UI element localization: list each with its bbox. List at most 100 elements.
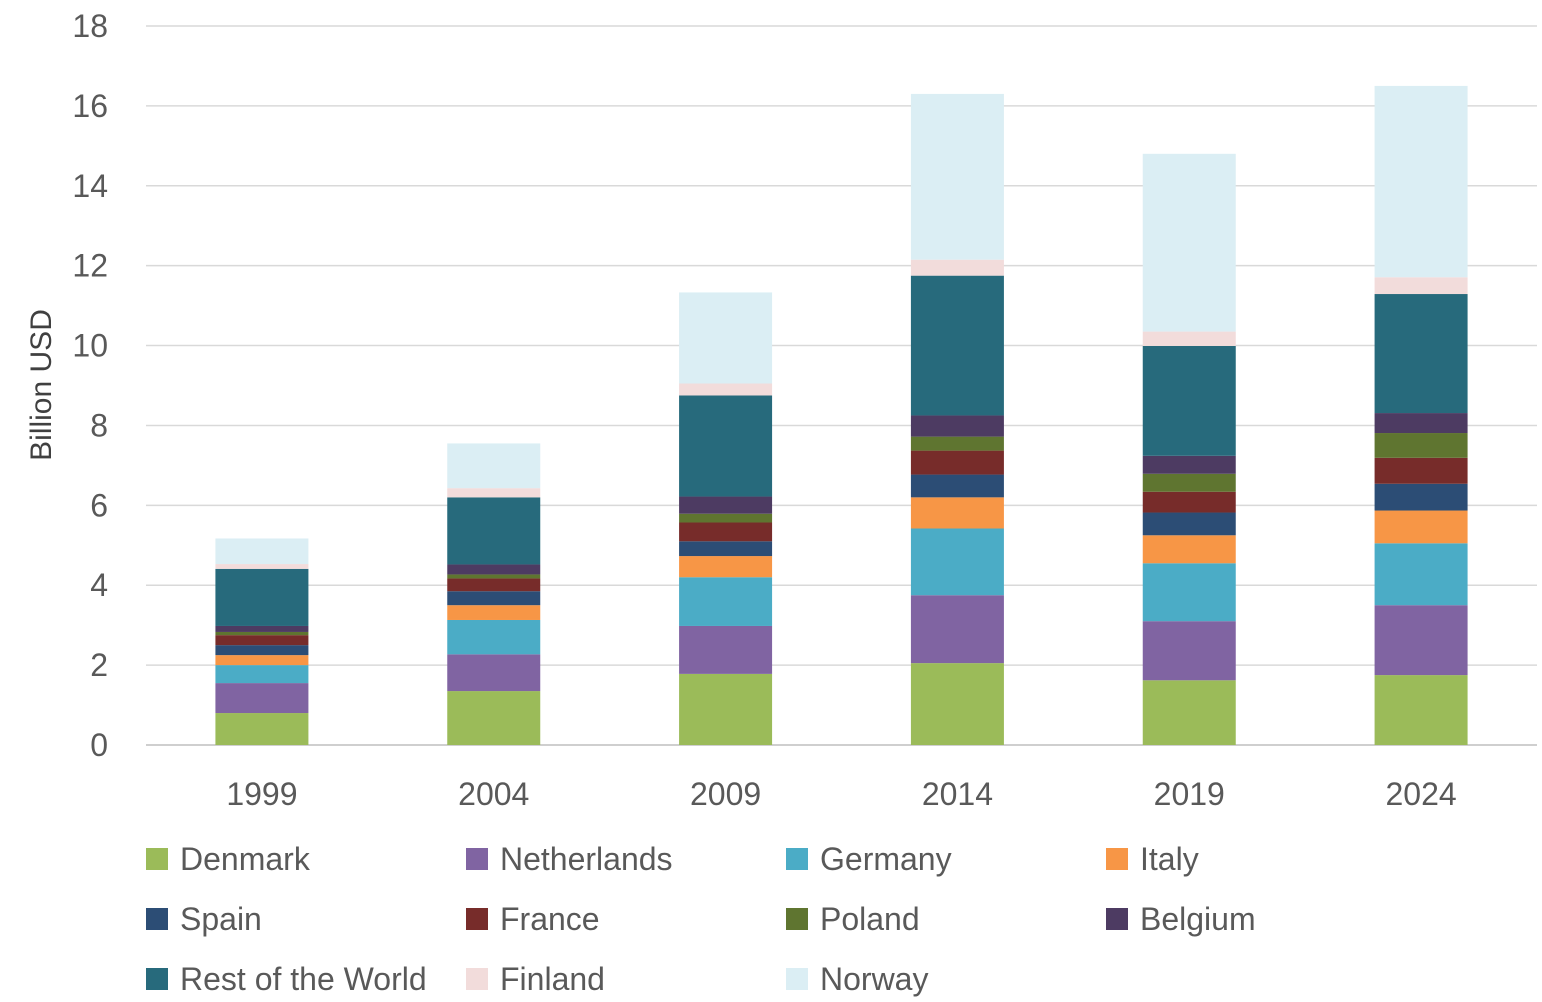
bar-segment — [910, 528, 1004, 596]
x-tick-label: 1999 — [226, 776, 297, 812]
bar-segment — [679, 496, 773, 514]
legend-item: Netherlands — [466, 836, 673, 882]
x-tick-label: 2009 — [690, 776, 761, 812]
bar-segment — [1374, 605, 1468, 676]
y-axis-ticks: 0 2 4 6 8 10 12 14 16 18 — [72, 8, 108, 763]
bar-segment — [910, 275, 1004, 416]
bar-segment — [215, 645, 309, 656]
bar-segment — [215, 713, 309, 745]
x-tick-label: 2019 — [1154, 776, 1225, 812]
x-axis-ticks: 1999 2004 2009 2014 2019 2024 — [226, 776, 1456, 812]
y-tick-label: 18 — [72, 8, 108, 44]
y-tick-label: 16 — [72, 88, 108, 124]
bar-segment — [447, 619, 541, 655]
bar-segment — [910, 595, 1004, 664]
legend-item: Denmark — [146, 836, 310, 882]
bar-segment — [447, 605, 541, 620]
legend-swatch — [466, 908, 488, 930]
legend-label: Norway — [820, 960, 929, 997]
bar-segment — [679, 556, 773, 578]
bar-segment — [910, 663, 1004, 745]
legend-swatch — [146, 848, 168, 870]
bar-segment — [447, 578, 541, 592]
legend-label: Netherlands — [500, 840, 673, 877]
bar-segment — [447, 691, 541, 745]
y-tick-label: 8 — [90, 407, 108, 443]
bar-segment — [1374, 675, 1468, 745]
bar-segment — [447, 654, 541, 692]
bar-segment — [910, 497, 1004, 529]
legend-item: Spain — [146, 896, 262, 942]
x-tick-label: 2024 — [1385, 776, 1456, 812]
bar-segment — [910, 450, 1004, 475]
legend-swatch — [466, 968, 488, 990]
bar-segment — [1142, 473, 1236, 492]
bar-segment — [679, 577, 773, 626]
bar-segment — [447, 591, 541, 606]
bar-segment — [679, 522, 773, 542]
bar-segment — [679, 541, 773, 557]
legend-swatch — [466, 848, 488, 870]
legend-label: Germany — [820, 840, 952, 877]
bar-segment — [215, 683, 309, 714]
y-axis-title: Billion USD — [25, 309, 58, 461]
bar-segment — [1142, 491, 1236, 513]
bar-segment — [1142, 331, 1236, 346]
bar-segment — [679, 395, 773, 497]
bar-segment — [1374, 277, 1468, 295]
legend-item: Belgium — [1106, 896, 1256, 942]
bar-segment — [910, 474, 1004, 498]
bar-segment — [215, 564, 309, 569]
y-tick-label: 10 — [72, 328, 108, 364]
legend-item: France — [466, 896, 600, 942]
legend-label: Finland — [500, 960, 605, 997]
y-tick-label: 12 — [72, 248, 108, 284]
bar-segment — [447, 574, 541, 579]
gridlines — [146, 25, 1537, 746]
legend-item: Germany — [786, 836, 952, 882]
bar-segment — [1374, 85, 1468, 278]
bar-segment — [679, 625, 773, 674]
bar-segment — [1374, 294, 1468, 414]
bar-segment — [910, 93, 1004, 260]
y-tick-label: 4 — [90, 567, 108, 603]
legend-label: France — [500, 900, 600, 937]
legend-item: Poland — [786, 896, 920, 942]
bar-segment — [910, 259, 1004, 276]
legend-item: Italy — [1106, 836, 1199, 882]
legend-label: Poland — [820, 900, 920, 937]
bar-segment — [215, 635, 309, 646]
bar-segment — [910, 415, 1004, 437]
bar-segment — [447, 488, 541, 498]
legend-item: Rest of the World — [146, 956, 427, 1002]
bar-segment — [215, 631, 309, 636]
legend-label: Rest of the World — [180, 960, 427, 997]
y-tick-label: 2 — [90, 647, 108, 683]
legend-label: Spain — [180, 900, 262, 937]
bar-segment — [1374, 413, 1468, 434]
x-tick-label: 2014 — [922, 776, 993, 812]
legend-label: Italy — [1140, 840, 1199, 877]
bar-segment — [910, 436, 1004, 451]
bar-segment — [1142, 153, 1236, 332]
bar-segment — [1142, 563, 1236, 622]
legend-swatch — [786, 968, 808, 990]
legend-swatch — [786, 908, 808, 930]
bars — [215, 85, 1468, 745]
bar-segment — [215, 568, 309, 626]
legend-label: Denmark — [180, 840, 310, 877]
bar-segment — [447, 497, 541, 565]
y-tick-label: 14 — [72, 168, 108, 204]
bar-segment — [447, 564, 541, 575]
legend-label: Belgium — [1140, 900, 1256, 937]
legend-item: Norway — [786, 956, 928, 1002]
bar-segment — [679, 292, 773, 384]
bar-segment — [679, 513, 773, 523]
legend-item: Finland — [466, 956, 605, 1002]
bar-segment — [1142, 345, 1236, 456]
legend-swatch — [146, 908, 168, 930]
bar-segment — [215, 655, 309, 666]
bar-segment — [1374, 543, 1468, 606]
bar-segment — [1142, 621, 1236, 681]
bar-segment — [1142, 680, 1236, 745]
